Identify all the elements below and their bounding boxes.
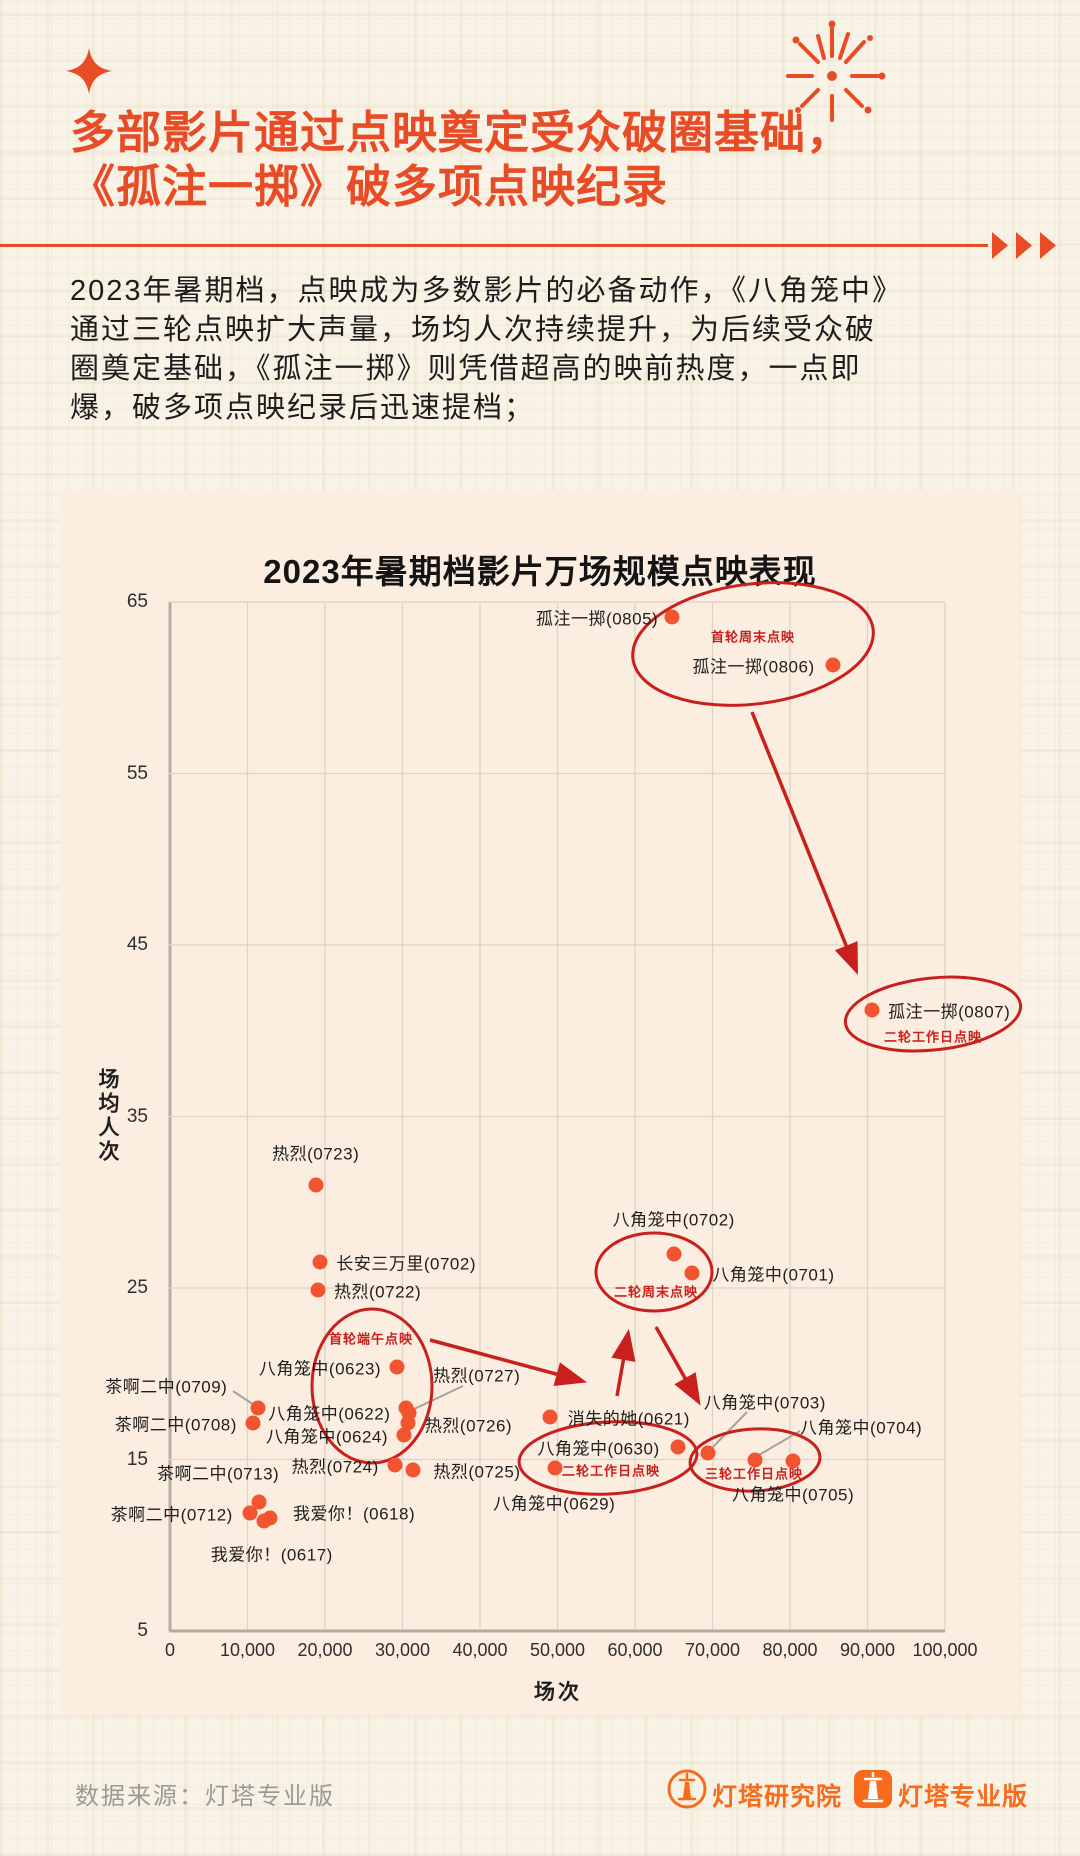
data-point-label: 茶啊二中(0708) [114, 1415, 237, 1435]
data-point [400, 1415, 416, 1431]
data-point [256, 1513, 272, 1529]
annotation-label: 三轮工作日点映 [704, 1466, 804, 1482]
data-point [389, 1359, 405, 1375]
data-point-label: 孤注一掷(0805) [536, 609, 659, 629]
annotation-label: 二轮工作日点映 [561, 1463, 661, 1479]
data-point-label: 热烈(0723) [272, 1144, 360, 1164]
intro-line: 通过三轮点映扩大声量，场均人次持续提升，为后续受众破 [70, 314, 877, 346]
data-point-label: 八角笼中(0622) [268, 1404, 391, 1424]
data-point [825, 657, 841, 673]
data-point [405, 1462, 421, 1478]
data-point-label: 八角笼中(0704) [800, 1418, 923, 1437]
data-point-label: 八角笼中(0705) [732, 1485, 855, 1505]
chart-panel [60, 490, 1020, 1715]
y-tick-label: 45 [126, 934, 148, 955]
data-point-label: 热烈(0724) [291, 1457, 379, 1477]
y-tick-label: 65 [126, 591, 148, 612]
x-tick-label: 60,000 [607, 1640, 663, 1660]
data-point-label: 八角笼中(0703) [703, 1393, 826, 1413]
intro-line: 2023年暑期档，点映成为多数影片的必备动作，《八角笼中》 [70, 275, 904, 307]
x-tick-label: 90,000 [839, 1640, 896, 1660]
data-point [542, 1409, 558, 1425]
firework-icon [786, 20, 886, 122]
data-point [670, 1439, 686, 1455]
y-tick-label: 55 [126, 762, 148, 784]
data-point-label: 孤注一掷(0806) [692, 657, 815, 677]
chart-title: 2023年暑期档影片万场规模点映表现 [263, 553, 817, 590]
x-tick-label: 40,000 [452, 1640, 508, 1660]
data-point-label: 八角笼中(0629) [493, 1494, 616, 1514]
data-point [547, 1460, 563, 1476]
intro-paragraph: 2023年暑期档，点映成为多数影片的必备动作，《八角笼中》 通过三轮点映扩大声量，… [70, 272, 1030, 428]
data-point [312, 1254, 328, 1270]
x-tick-label: 50,000 [529, 1640, 586, 1660]
x-tick-label: 70,000 [684, 1640, 741, 1660]
data-point-label: 八角笼中(0702) [612, 1210, 735, 1230]
page-title-line2: 《孤注一掷》破多项点映纪录 [70, 161, 669, 212]
data-point-label: 热烈(0727) [433, 1366, 521, 1386]
x-tick-label: 30,000 [374, 1640, 431, 1660]
lighthouse-app-icon [854, 1770, 892, 1808]
data-point [310, 1282, 326, 1298]
data-point [242, 1505, 258, 1521]
data-point [245, 1415, 261, 1431]
annotation-label: 二轮工作日点映 [883, 1029, 983, 1045]
data-point [387, 1457, 403, 1473]
x-tick-label: 100,000 [912, 1640, 978, 1660]
data-point-label: 茶啊二中(0713) [157, 1464, 280, 1484]
data-point [684, 1265, 700, 1281]
data-point [308, 1177, 324, 1193]
data-point-label: 八角笼中(0624) [265, 1427, 389, 1447]
data-point-label: 八角笼中(0623) [258, 1359, 382, 1379]
data-point-label: 热烈(0725) [433, 1462, 521, 1482]
data-point-label: 八角笼中(0701) [712, 1265, 835, 1285]
sparkle-icon [66, 48, 112, 94]
data-point-label: 茶啊二中(0709) [105, 1377, 228, 1397]
data-point [396, 1427, 412, 1443]
data-point [864, 1002, 880, 1018]
annotation-label: 二轮周末点映 [613, 1284, 699, 1300]
intro-line: 爆，破多项点映纪录后迅速提档； [70, 392, 536, 424]
data-point [664, 609, 680, 625]
page-title-line1: 多部影片通过点映奠定受众破圈基础， [70, 107, 853, 158]
annotation-label: 首轮端午点映 [328, 1331, 414, 1347]
y-tick-label: 25 [126, 1277, 148, 1298]
data-point-label: 孤注一掷(0807) [888, 1002, 1011, 1022]
data-source-note: 数据来源：灯塔专业版 [75, 1783, 335, 1810]
data-point-label: 热烈(0726) [424, 1416, 513, 1436]
data-point [666, 1246, 682, 1262]
data-point [251, 1494, 267, 1510]
y-tick-label: 5 [137, 1620, 148, 1641]
x-tick-label: 0 [164, 1640, 176, 1660]
y-tick-label: 35 [126, 1105, 148, 1127]
x-tick-label: 20,000 [297, 1640, 353, 1660]
x-tick-label: 10,000 [219, 1640, 276, 1660]
data-point-label: 热烈(0722) [334, 1282, 422, 1302]
data-point-label: 茶啊二中(0712) [110, 1505, 233, 1525]
data-point-label: 长安三万里(0702) [336, 1254, 476, 1274]
data-point-label: 八角笼中(0630) [537, 1439, 660, 1459]
data-point-label: 我爱你！(0617) [210, 1545, 333, 1565]
data-point [747, 1452, 763, 1467]
data-point [250, 1400, 266, 1416]
brand-label-research: 灯塔研究院 [712, 1783, 843, 1811]
x-tick-label: 80,000 [762, 1640, 818, 1660]
annotation-label: 首轮周末点映 [710, 629, 796, 645]
triple-arrow-icon [992, 232, 1056, 259]
intro-line: 圈奠定基础，《孤注一掷》则凭借超高的映前热度，一点即 [70, 353, 862, 385]
page-title: 多部影片通过点映奠定受众破圈基础， 《孤注一掷》破多项点映纪录 [70, 106, 1050, 214]
data-point [785, 1453, 801, 1469]
brand-label-pro: 灯塔专业版 [898, 1783, 1029, 1811]
data-point [700, 1445, 716, 1461]
data-point-label: 消失的她(0621) [567, 1409, 690, 1429]
y-tick-label: 15 [126, 1448, 148, 1470]
divider-line [0, 244, 988, 247]
y-axis-title: 场均人次 [96, 1068, 119, 1164]
x-axis-title: 场次 [534, 1681, 582, 1704]
data-point-label: 我爱你！(0618) [292, 1504, 416, 1524]
lighthouse-ring-icon [667, 1769, 707, 1809]
